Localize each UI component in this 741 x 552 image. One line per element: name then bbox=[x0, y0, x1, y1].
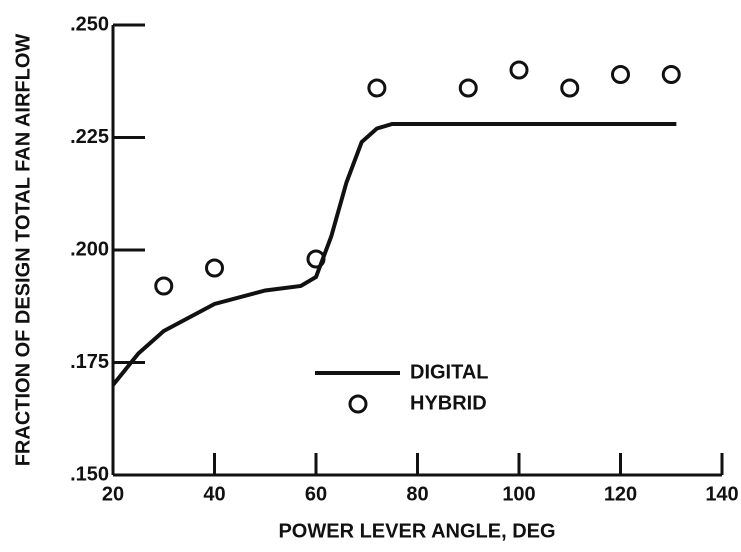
legend-marker bbox=[348, 394, 368, 414]
hybrid-point bbox=[509, 60, 529, 80]
hybrid-point bbox=[661, 65, 681, 84]
legend-label: HYBRID bbox=[410, 392, 487, 414]
x-tick-label: 100 bbox=[502, 483, 535, 505]
x-axis-label: POWER LEVER ANGLE, DEG bbox=[278, 520, 555, 542]
y-axis-label: FRACTION OF DESIGN TOTAL FAN AIRFLOW bbox=[12, 34, 34, 467]
hybrid-point bbox=[205, 258, 224, 278]
x-tick-label: 40 bbox=[203, 483, 225, 505]
digital-line bbox=[111, 122, 677, 387]
y-tick-label: .175 bbox=[70, 351, 109, 373]
y-tick-label: .250 bbox=[70, 13, 109, 35]
y-tick-label: .225 bbox=[70, 126, 109, 148]
hybrid-point bbox=[611, 65, 630, 84]
x-tick-label: 140 bbox=[705, 483, 738, 505]
x-tick-label: 120 bbox=[604, 483, 637, 505]
x-tick-label: 60 bbox=[305, 483, 327, 505]
x-tick-label: 20 bbox=[102, 483, 124, 505]
hybrid-point bbox=[306, 249, 326, 269]
legend-label: DIGITAL bbox=[410, 361, 489, 383]
y-tick-label: .200 bbox=[70, 238, 109, 260]
hybrid-point bbox=[458, 78, 478, 98]
hybrid-point bbox=[154, 276, 174, 296]
y-tick-label: .150 bbox=[70, 463, 109, 485]
x-tick-label: 80 bbox=[406, 483, 428, 505]
hybrid-point bbox=[560, 78, 580, 98]
hybrid-point bbox=[367, 78, 387, 98]
